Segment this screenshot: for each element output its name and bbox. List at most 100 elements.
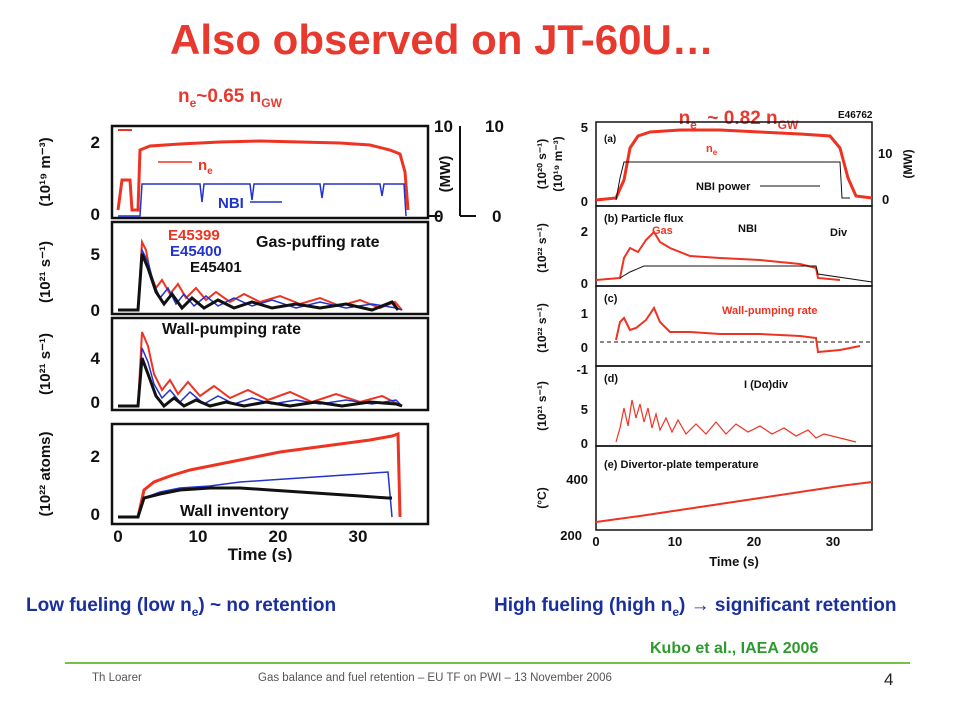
shot-label: E45401 — [190, 259, 242, 276]
shot-label: E45399 — [168, 227, 220, 244]
gas-flux-curve — [595, 230, 841, 281]
panel-frame — [110, 316, 430, 412]
panel-frame — [110, 220, 430, 316]
wallpump-curve-red — [118, 331, 403, 407]
x-tick: 0 — [113, 527, 122, 546]
y-tick: 0 — [581, 436, 588, 451]
y-tick: 1 — [581, 306, 588, 321]
right-caption: High fueling (high ne) → significant ret… — [494, 592, 924, 626]
y-tick: 200 — [560, 528, 582, 543]
caption-text: ) → significant retention — [679, 595, 897, 616]
x-tick: 30 — [826, 534, 840, 549]
nbi-power-label: NBI power — [696, 181, 751, 193]
far-right-tick: 10 — [485, 117, 504, 136]
header-middle: ~0.65 n — [196, 86, 262, 107]
left-figure: ne NBI E45399 E45400 E45401 Gas-puffing … — [37, 117, 504, 562]
y-axis-label: (10¹⁹ m⁻³) — [37, 137, 54, 206]
panel-frame — [595, 445, 873, 531]
gas-label: Gas — [652, 225, 673, 237]
y-axis-label: (10²² s⁻¹) — [535, 303, 549, 353]
nbi-label: NBI — [738, 223, 757, 235]
citation: Kubo et al., IAEA 2006 — [650, 640, 819, 657]
ne-label: ne — [706, 143, 718, 157]
y-axis-label: (10²¹ s⁻¹) — [37, 333, 54, 395]
panel-title: Wall-pumping rate — [162, 321, 301, 338]
caption-text: High fueling (high n — [494, 595, 673, 616]
panel-frame — [595, 365, 873, 447]
y-tick: 0 — [581, 340, 588, 355]
y-tick: 5 — [91, 245, 100, 264]
wall-pumping-curve — [615, 305, 861, 354]
nbi-label: NBI — [218, 195, 244, 212]
panel-title: Gas-puffing rate — [256, 234, 380, 251]
y-tick: 5 — [581, 120, 588, 135]
ne-label: ne — [198, 157, 213, 177]
right-tick: 10 — [434, 117, 453, 136]
far-right-tick: 0 — [492, 207, 501, 226]
footer-author: Th Loarer — [92, 672, 142, 684]
panel-title: Wall inventory — [180, 503, 289, 520]
caption-sub: e — [672, 604, 680, 619]
right-tick: 0 — [882, 192, 889, 207]
y-tick: 2 — [91, 133, 100, 152]
inventory-curve-red — [118, 431, 402, 519]
dalpha-curve — [615, 399, 857, 443]
caption-text: ) ~ no retention — [198, 595, 337, 616]
div-label: Div — [830, 227, 848, 239]
y-axis-label: (10²¹ s⁻¹) — [37, 241, 54, 303]
left-density-header: ne~0.65 nGW — [178, 86, 282, 110]
nbi-curve — [118, 183, 407, 217]
y-tick: 0 — [581, 276, 588, 291]
gas-curve-black — [118, 253, 400, 312]
header-sub: GW — [261, 95, 282, 110]
caption-sub: e — [191, 604, 199, 619]
y-axis-label: (°C) — [535, 487, 549, 508]
panel-tag: (d) — [604, 373, 618, 385]
y-axis-label: (10²¹ s⁻¹) — [535, 381, 549, 431]
header-sub: e — [189, 95, 197, 110]
page-number: 4 — [884, 670, 894, 689]
right-axis-unit: (MW) — [437, 156, 454, 193]
x-axis-label: Time (s) — [709, 554, 759, 569]
panel-frame — [110, 124, 430, 220]
ne-curve — [116, 139, 410, 212]
nbi-power-curve — [615, 161, 850, 201]
y-axis-label: (10²² atoms) — [37, 431, 54, 516]
y-tick: 4 — [91, 349, 101, 368]
footer-talk-title: Gas balance and fuel retention – EU TF o… — [258, 672, 612, 684]
y-tick: 2 — [581, 224, 588, 239]
x-tick: 0 — [592, 534, 599, 549]
header-base: n — [678, 108, 691, 129]
y-tick: 5 — [581, 402, 588, 417]
wall-pumping-label: Wall-pumping rate — [722, 305, 818, 317]
panel-tag: (e) Divertor-plate temperature — [604, 459, 759, 471]
inventory-curve-black — [118, 486, 392, 519]
slide-title: Also observed on JT-60U… — [170, 16, 714, 63]
panel-tag: (b) Particle flux — [604, 213, 684, 225]
x-tick: 30 — [349, 527, 368, 546]
y-tick: 0 — [91, 393, 100, 412]
y-tick: 0 — [581, 194, 588, 209]
right-tick: 10 — [878, 146, 892, 161]
header-middle: ~ 0.82 n — [696, 108, 778, 129]
y-tick: 0 — [91, 505, 100, 524]
ne-curve — [595, 128, 873, 202]
header-base: n — [178, 86, 190, 107]
footer-rule — [65, 662, 910, 664]
header-sub: e — [690, 117, 697, 132]
y-tick: 2 — [91, 447, 100, 466]
left-caption: Low fueling (low ne) ~ no retention — [26, 592, 336, 626]
nbi-flux-curve — [619, 265, 873, 283]
panel-tag: (c) — [604, 293, 618, 305]
dalpha-label: I (Dα)div — [744, 379, 789, 391]
x-axis-label: Time (s) — [228, 545, 293, 562]
x-tick: 20 — [747, 534, 761, 549]
caption-text: Low fueling (low n — [26, 595, 192, 616]
wallpump-curve-blue — [118, 347, 403, 407]
wallpump-curve-black — [118, 357, 403, 409]
y-tick: 0 — [91, 301, 100, 320]
y-tick: 400 — [566, 472, 588, 487]
temperature-curve — [595, 481, 873, 523]
shot-label: E45400 — [170, 243, 222, 260]
y-tick: -1 — [576, 362, 588, 377]
